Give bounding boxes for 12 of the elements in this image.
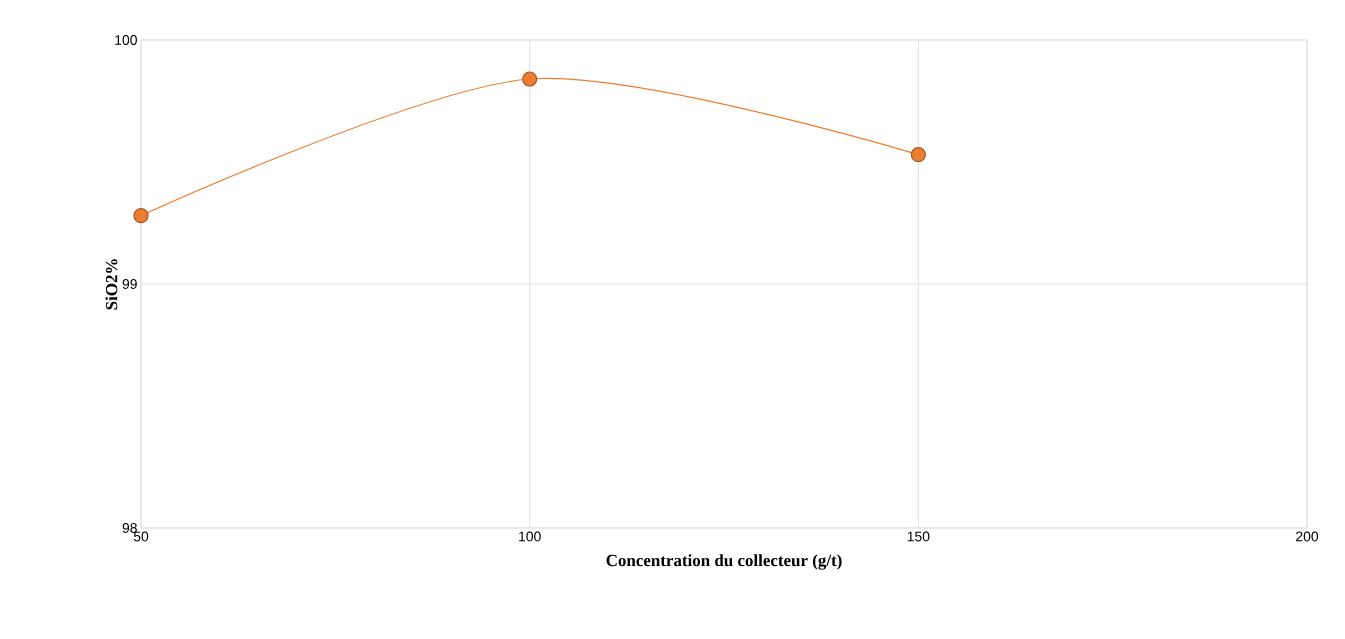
x-tick-label: 150 — [907, 531, 930, 542]
x-tick-label: 200 — [1296, 531, 1319, 542]
y-tick-label: 99 — [122, 279, 137, 289]
x-axis-title: Concentration du collecteur (g/t) — [606, 554, 842, 570]
y-tick-label: 100 — [115, 35, 137, 45]
y-tick-label: 98 — [122, 523, 137, 533]
point — [910, 147, 926, 163]
point — [133, 208, 149, 224]
point — [522, 71, 538, 87]
x-tick-label: 100 — [519, 531, 541, 542]
y-axis-title: SiO2% — [105, 259, 118, 310]
x-tick-label: 50 — [133, 531, 149, 542]
